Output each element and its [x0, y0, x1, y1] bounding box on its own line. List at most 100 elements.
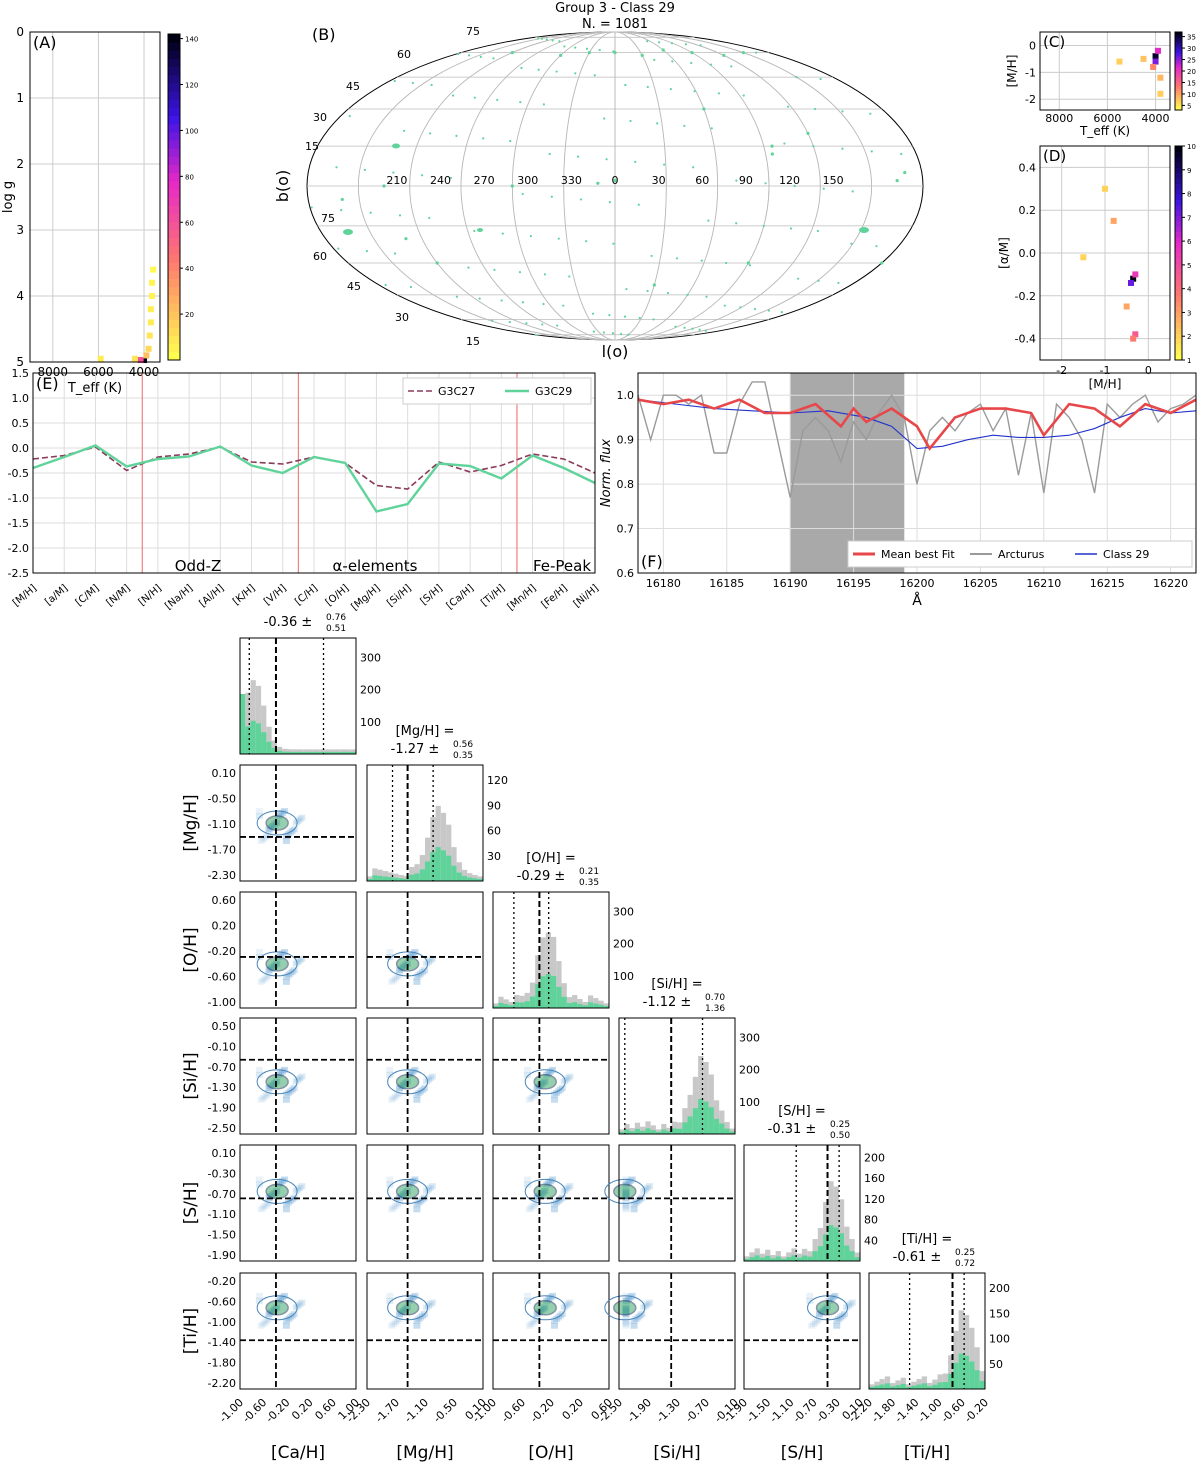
- marginal-title-value: -0.61 ±: [893, 1250, 942, 1265]
- density-cell: [255, 949, 263, 956]
- histogram-bar-class: [905, 1386, 912, 1389]
- axes-frame: [1039, 145, 1171, 361]
- x-tick-label: -1.80: [869, 1396, 898, 1425]
- histogram-bar-all: [780, 1256, 787, 1261]
- colorbar-c-segment: [1175, 41, 1182, 45]
- colorbar-d-segment: [1175, 162, 1182, 168]
- histogram-bar-class: [350, 751, 356, 754]
- category-tick-label: [M/H]: [11, 583, 39, 609]
- colorbar-d-segment: [1175, 151, 1182, 158]
- density-cell: [523, 1292, 531, 1299]
- colorbar-c-segment: [1175, 92, 1182, 95]
- panel-label: (A): [33, 33, 56, 52]
- density-contour: [265, 815, 289, 831]
- histogram-bar-all: [807, 1251, 813, 1261]
- histogram-bar-class: [593, 1003, 599, 1008]
- density-cell: [531, 1201, 539, 1208]
- star-point: [585, 47, 589, 50]
- density-cell: [529, 1203, 537, 1209]
- star-point: [770, 152, 774, 156]
- density-cell: [277, 1179, 285, 1186]
- heatmap-cell: [1154, 47, 1161, 54]
- histogram-bar-class: [477, 878, 483, 881]
- density-cell: [428, 1183, 436, 1190]
- density-cell: [255, 1066, 263, 1073]
- colorbar-a-segment: [168, 58, 180, 68]
- histogram-bar-all: [677, 1122, 683, 1134]
- histogram-bar-all: [916, 1379, 922, 1389]
- histogram-bar-class: [313, 751, 320, 754]
- density-cell: [409, 1178, 417, 1185]
- density-cell: [525, 1096, 533, 1103]
- star-point: [710, 127, 713, 130]
- marginal-title-label: [O/H] =: [526, 851, 576, 866]
- star-point: [795, 76, 798, 79]
- y-tick-label: -1.00: [208, 996, 236, 1009]
- histogram-bar-class: [319, 751, 325, 754]
- colorbar-a-segment: [168, 188, 180, 198]
- density-cell: [386, 1297, 394, 1304]
- histogram-bar-class: [245, 726, 251, 754]
- star-point: [421, 174, 424, 177]
- star-point: [540, 37, 544, 40]
- density-cell: [806, 1292, 814, 1299]
- density-cell: [622, 1317, 630, 1324]
- colorbar-d-segment: [1175, 204, 1182, 211]
- category-tick-label: [N/H]: [137, 583, 164, 608]
- marginal-title-value: -1.27 ±: [391, 742, 440, 757]
- histogram-bar-all: [854, 1252, 860, 1261]
- star-point: [369, 211, 372, 214]
- density-cell: [296, 1075, 304, 1082]
- star-point: [903, 170, 907, 175]
- star-point: [556, 324, 559, 327]
- y-axis-label: b(o): [273, 170, 292, 202]
- density-cell: [564, 1075, 572, 1082]
- density-frame: [239, 1272, 357, 1390]
- colorbar-a-segment: [168, 123, 180, 133]
- colorbar-a-segment: [168, 66, 180, 76]
- density-cell: [386, 1292, 394, 1299]
- density-cell: [263, 1091, 271, 1098]
- histogram-bar-class: [598, 1004, 604, 1008]
- y-tick-label: 3: [16, 223, 24, 237]
- x-axis-label: T_eff (K): [1079, 124, 1130, 138]
- heatmap-cell: [145, 345, 152, 352]
- colorbar-d-segment: [1175, 290, 1182, 297]
- y-tick-label: 0.0: [12, 442, 30, 455]
- density-cell: [417, 1314, 425, 1321]
- y-tick-label: 0.60: [212, 894, 237, 907]
- count-tick-label: 200: [360, 684, 381, 697]
- heatmap-cell: [143, 352, 150, 359]
- histogram-bar-class: [645, 1128, 651, 1134]
- star-point: [518, 271, 522, 274]
- star-point: [812, 145, 815, 148]
- star-point: [605, 158, 608, 161]
- histogram-bar-all: [963, 1315, 970, 1389]
- density-background: [240, 765, 356, 881]
- star-point: [674, 325, 677, 328]
- category-tick-label: [a/M]: [43, 583, 70, 608]
- density-cell: [415, 1090, 423, 1097]
- category-tick-label: [Ni/H]: [572, 583, 601, 610]
- density-cell: [265, 1311, 273, 1318]
- histogram-bar-class: [345, 751, 351, 754]
- density-cell: [390, 1321, 398, 1328]
- star-point: [585, 240, 588, 243]
- density-frame: [366, 891, 484, 1009]
- category-tick-label: [Fe/H]: [540, 583, 570, 611]
- density-cell: [622, 1203, 630, 1209]
- x-tick-label: 16215: [1090, 577, 1125, 590]
- density-cell: [390, 1204, 398, 1211]
- density-cell: [426, 1184, 434, 1191]
- histogram-frame: [239, 637, 357, 755]
- x-axis-label: [Ti/H]: [904, 1443, 950, 1463]
- star-point: [340, 208, 343, 212]
- histogram-bar-all: [942, 1373, 949, 1389]
- density-cell: [622, 1319, 630, 1326]
- star-point: [880, 261, 884, 265]
- star-cluster: [343, 229, 353, 235]
- marginal-title-label: [Mg/H] =: [396, 724, 455, 739]
- x-axis-label: l(o): [602, 342, 629, 361]
- colorbar-a-segment: [168, 131, 180, 141]
- density-cell: [523, 1297, 531, 1304]
